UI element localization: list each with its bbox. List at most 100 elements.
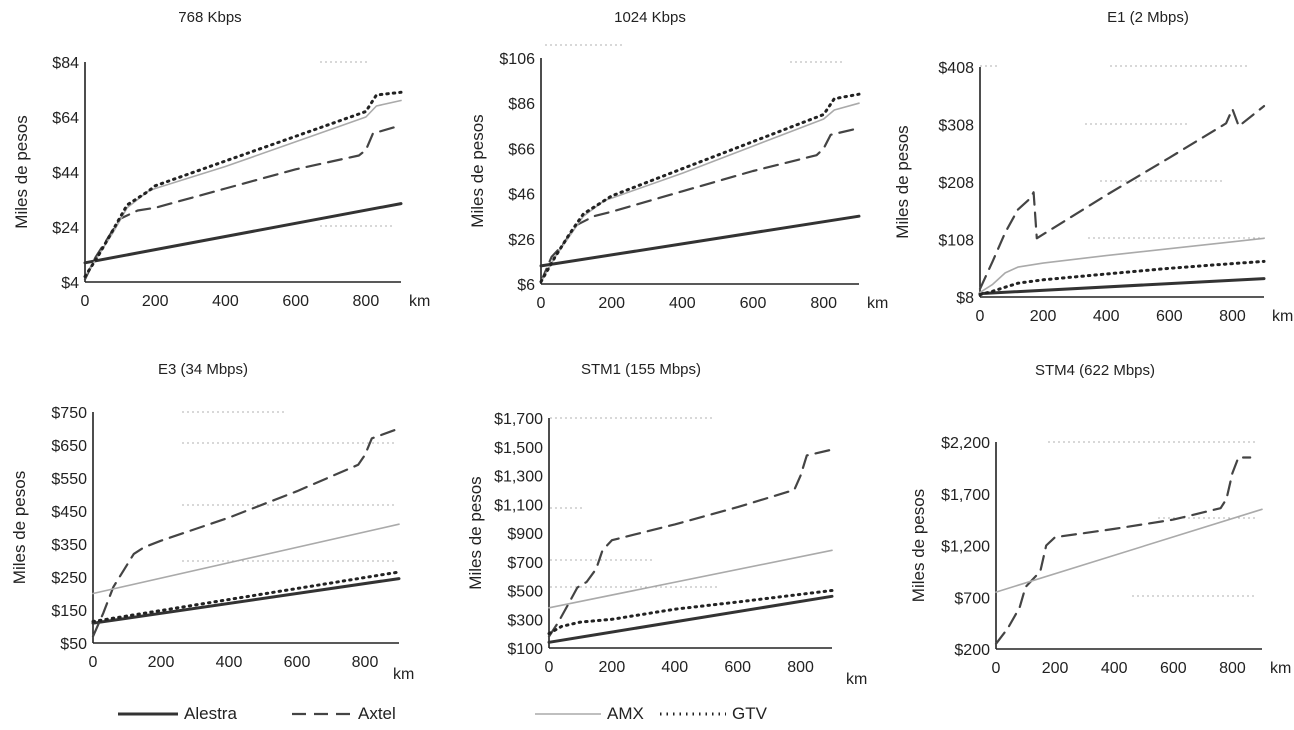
series-line-gtv xyxy=(978,259,1266,297)
chart-title: 1024 Kbps xyxy=(614,9,686,26)
x-tick-label: 400 xyxy=(1093,308,1120,325)
series-line-axtel xyxy=(978,104,1266,290)
y-tick-label: $900 xyxy=(507,526,543,543)
x-tick-label: 800 xyxy=(353,293,380,310)
y-tick-label: $108 xyxy=(938,233,974,250)
y-axis-label: Miles de pesos xyxy=(10,471,29,584)
series-line-axtel xyxy=(547,448,834,638)
y-tick-label: $8 xyxy=(956,290,974,307)
y-axis-label: Miles de pesos xyxy=(466,476,485,589)
x-tick-label: 600 xyxy=(284,654,311,671)
y-tick-label: $550 xyxy=(51,471,87,488)
x-tick-label: 200 xyxy=(598,295,625,312)
x-tick-label: 200 xyxy=(1042,660,1069,677)
x-tick-label: 0 xyxy=(89,654,98,671)
y-tick-label: $300 xyxy=(507,612,543,629)
series-line-alestra xyxy=(547,594,834,644)
x-tick-label: 800 xyxy=(352,654,379,671)
series-line-alestra xyxy=(978,277,1266,296)
y-tick-label: $6 xyxy=(517,277,535,294)
legend-label-gtv: GTV xyxy=(732,704,767,723)
y-tick-label: $1,700 xyxy=(494,411,543,428)
series-line-alestra xyxy=(539,214,861,268)
y-tick-label: $450 xyxy=(51,504,87,521)
y-tick-label: $700 xyxy=(507,555,543,572)
y-axis-label: Miles de pesos xyxy=(893,125,912,238)
y-tick-label: $1,200 xyxy=(941,539,990,556)
series-line-amx xyxy=(979,237,1265,294)
x-tick-label: 400 xyxy=(669,295,696,312)
legend-item-axtel: Axtel xyxy=(292,702,396,726)
y-tick-label: $200 xyxy=(954,642,990,659)
legend-swatch-axtel xyxy=(292,712,352,716)
series-line-amx xyxy=(84,99,402,278)
y-tick-label: $500 xyxy=(507,584,543,601)
chart-title: E1 (2 Mbps) xyxy=(1107,9,1189,26)
y-tick-label: $2,200 xyxy=(941,435,990,452)
series-line-amx xyxy=(548,549,833,609)
x-tick-label: 400 xyxy=(216,654,243,671)
legend-label-alestra: Alestra xyxy=(184,704,237,723)
legend-item-gtv: GTV xyxy=(660,702,767,726)
x-tick-label: 800 xyxy=(787,659,814,676)
y-tick-label: $4 xyxy=(61,275,79,292)
series-line-axtel xyxy=(83,124,403,281)
x-tick-label: 800 xyxy=(810,295,837,312)
y-axis-label: Miles de pesos xyxy=(468,114,487,227)
x-tick-label: 600 xyxy=(1156,308,1183,325)
chart-panel-stm4-622-mbps: STM4 (622 Mbps) $200 $700 $1,200 $1,700 $2,20… xyxy=(909,362,1291,677)
chart-title: STM4 (622 Mbps) xyxy=(1035,362,1155,379)
legend: Alestra Axtel AMX GTV xyxy=(0,700,1294,730)
x-tick-label: 0 xyxy=(537,295,546,312)
chart-title: STM1 (155 Mbps) xyxy=(581,361,701,378)
y-tick-label: $408 xyxy=(938,60,974,77)
x-tick-label: 600 xyxy=(724,659,751,676)
y-tick-label: $650 xyxy=(51,438,87,455)
legend-swatch-gtv xyxy=(660,712,726,716)
x-axis-label: km xyxy=(1270,660,1291,677)
y-axis-label: Miles de pesos xyxy=(12,115,31,228)
y-tick-label: $250 xyxy=(51,570,87,587)
series-line-amx xyxy=(540,102,860,283)
legend-swatch-alestra xyxy=(118,712,178,716)
x-tick-label: 600 xyxy=(282,293,309,310)
series-line-axtel xyxy=(539,127,861,283)
x-axis-label: km xyxy=(409,293,430,310)
y-tick-label: $208 xyxy=(938,175,974,192)
y-tick-label: $84 xyxy=(52,55,79,72)
y-tick-label: $106 xyxy=(499,51,535,68)
x-tick-label: 800 xyxy=(1219,308,1246,325)
series-line-gtv xyxy=(547,589,834,636)
chart-panel-1024-kbps: 1024 Kbps $6 $26 $46 $66 $86 $106 0 200 400 600 800… xyxy=(468,9,888,312)
chart-title: 768 Kbps xyxy=(178,9,241,26)
y-tick-label: $700 xyxy=(954,590,990,607)
series-line-axtel xyxy=(91,427,401,638)
series-line-amx xyxy=(995,508,1263,593)
x-tick-label: 0 xyxy=(976,308,985,325)
y-tick-label: $66 xyxy=(508,141,535,158)
chart-panel-stm1-155-mbps: STM1 (155 Mbps) $100 $300 $500 $700 $900 $1,10… xyxy=(466,361,867,688)
y-tick-label: $1,300 xyxy=(494,469,543,486)
series-line-gtv xyxy=(91,570,401,623)
x-tick-label: 0 xyxy=(992,660,1001,677)
y-tick-label: $44 xyxy=(52,165,79,182)
series-line-axtel xyxy=(994,456,1252,645)
y-axis-label: Miles de pesos xyxy=(909,489,928,602)
y-tick-label: $26 xyxy=(508,232,535,249)
y-tick-label: $64 xyxy=(52,110,79,127)
series-line-amx xyxy=(92,523,400,595)
chart-panel-e1-2-mbps: E1 (2 Mbps) $8 $108 $208 $308 $408 0 200 400 600 8… xyxy=(893,9,1293,325)
chart-panel-768-kbps: 768 Kbps $4 $24 $44 $64 $84 0 200 400 600 800 km Mil… xyxy=(12,9,430,310)
y-tick-label: $150 xyxy=(51,603,87,620)
y-tick-label: $1,100 xyxy=(494,497,543,514)
legend-item-amx: AMX xyxy=(535,702,644,726)
legend-item-alestra: Alestra xyxy=(118,702,237,726)
x-tick-label: 600 xyxy=(1160,660,1187,677)
legend-label-axtel: Axtel xyxy=(358,704,396,723)
x-axis-label: km xyxy=(846,671,867,688)
x-axis-label: km xyxy=(867,295,888,312)
x-tick-label: 200 xyxy=(599,659,626,676)
y-tick-label: $1,500 xyxy=(494,440,543,457)
x-tick-label: 0 xyxy=(81,293,90,310)
y-tick-label: $24 xyxy=(52,220,79,237)
